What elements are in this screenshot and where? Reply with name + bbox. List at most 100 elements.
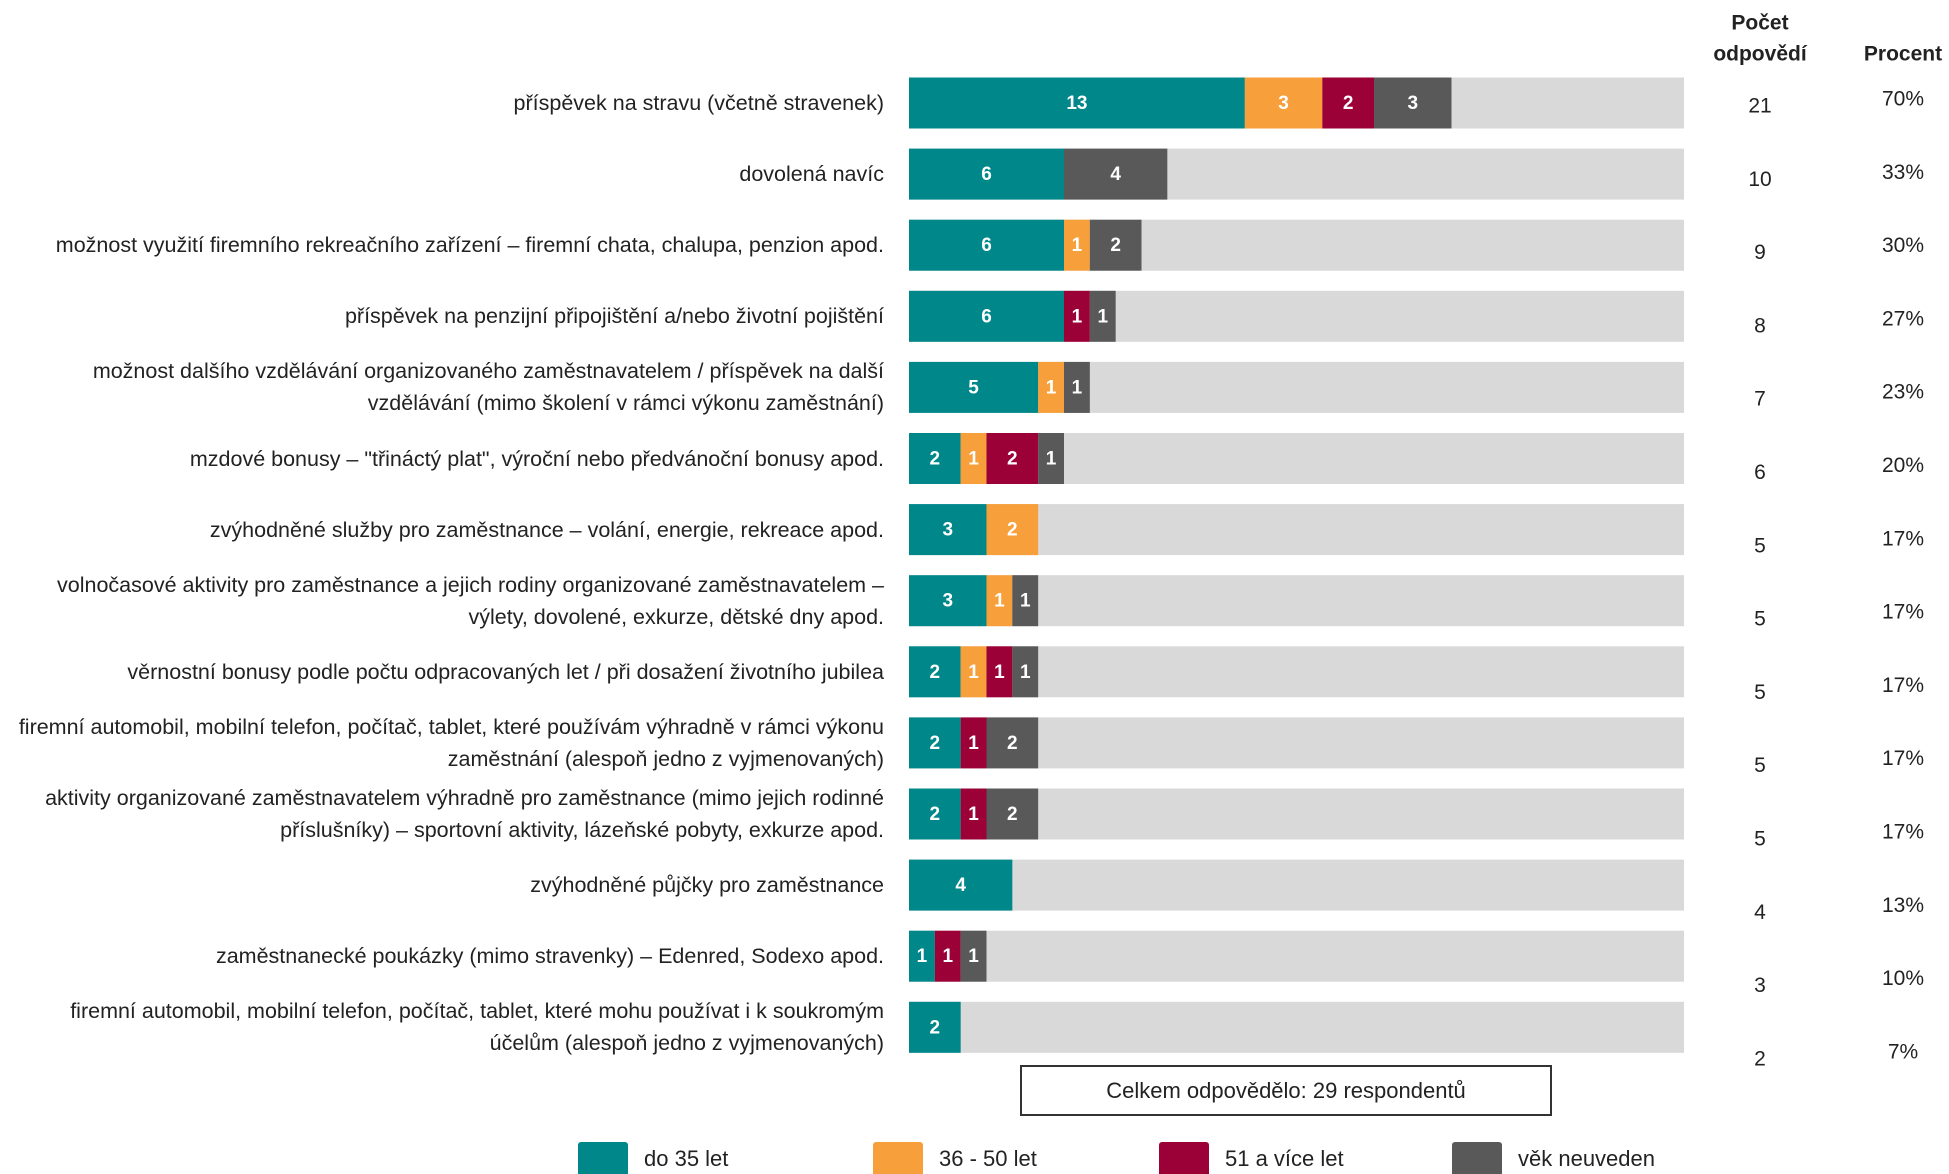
percent-value: 33% — [1882, 161, 1924, 184]
percent-value: 17% — [1882, 527, 1924, 550]
count-value: 4 — [1754, 901, 1766, 924]
segment-label: 5 — [968, 377, 979, 398]
segment-label: 1 — [994, 591, 1005, 612]
legend-swatch — [578, 1142, 628, 1174]
legend-label: věk neuveden — [1518, 1146, 1655, 1171]
count-header: odpovědí — [1713, 43, 1807, 66]
segment-label: 2 — [1343, 93, 1354, 114]
segment-label: 13 — [1066, 93, 1087, 114]
segment-label: 3 — [942, 591, 953, 612]
segment-label: 1 — [1072, 377, 1083, 398]
bar-segment — [1038, 433, 1064, 484]
bar-background — [909, 1001, 1684, 1053]
count-value: 3 — [1754, 974, 1766, 997]
bar-segment — [986, 788, 1039, 840]
segment-label: 2 — [1110, 235, 1121, 256]
count-value: 6 — [1754, 461, 1766, 484]
percent-value: 17% — [1882, 821, 1924, 844]
bar-segment — [960, 930, 987, 982]
count-value: 9 — [1754, 241, 1766, 264]
segment-label: 1 — [1020, 662, 1031, 683]
percent-value: 27% — [1882, 307, 1924, 330]
bar-segment — [1012, 646, 1039, 698]
percent-value: 17% — [1882, 674, 1924, 697]
segment-label: 3 — [1407, 93, 1418, 114]
percent-header: Procent — [1864, 43, 1942, 66]
bar-segment — [1064, 148, 1168, 200]
segment-label: 2 — [1007, 449, 1018, 470]
bar-segment — [909, 504, 987, 556]
percent-value: 70% — [1882, 88, 1924, 111]
category-label: volnočasové aktivity pro zaměstnance a j… — [57, 572, 884, 629]
legend-label: do 35 let — [644, 1146, 728, 1171]
count-value: 21 — [1748, 95, 1771, 118]
segment-label: 2 — [930, 733, 941, 754]
bar-segment — [909, 930, 935, 982]
segment-label: 1 — [917, 946, 928, 967]
bar-segment — [1064, 290, 1090, 342]
legend-swatch — [873, 1142, 923, 1174]
segment-label: 1 — [968, 449, 979, 470]
bar-segment — [1244, 77, 1323, 129]
segment-label: 1 — [968, 733, 979, 754]
segment-label: 4 — [1110, 164, 1121, 185]
bar-segment — [1089, 219, 1142, 271]
segment-label: 1 — [968, 804, 979, 825]
percent-value: 23% — [1882, 381, 1924, 404]
count-value: 8 — [1754, 314, 1766, 337]
segment-label: 4 — [955, 875, 966, 896]
segment-label: 2 — [1007, 520, 1018, 541]
category-label: věrnostní bonusy podle počtu odpracovaný… — [127, 659, 884, 684]
segment-label: 3 — [942, 520, 953, 541]
bar-segment — [986, 646, 1013, 698]
count-value: 5 — [1754, 534, 1766, 557]
bar-segment — [1012, 575, 1039, 627]
category-label: dovolená navíc — [739, 162, 884, 187]
segment-label: 1 — [1046, 449, 1057, 470]
segment-label: 6 — [981, 235, 992, 256]
bar-segment — [986, 717, 1039, 769]
legend-swatch — [1159, 1142, 1209, 1174]
category-label: příspěvek na penzijní připojištění a/neb… — [344, 304, 884, 329]
bar-segment — [909, 788, 961, 840]
count-value: 7 — [1754, 388, 1766, 411]
segment-label: 1 — [1097, 306, 1108, 327]
bar-segment — [909, 575, 987, 627]
bar-segment — [1064, 361, 1090, 413]
category-label: zvýhodněné služby pro zaměstnance – volá… — [209, 517, 884, 542]
segment-label: 3 — [1278, 93, 1289, 114]
percent-value: 20% — [1882, 454, 1924, 477]
bar-segment — [909, 717, 961, 769]
segment-label: 1 — [942, 946, 953, 967]
category-label: příspěvek na stravu (včetně stravenek) — [513, 91, 884, 115]
bar-segment — [909, 1001, 961, 1053]
count-header: Počet — [1731, 12, 1788, 35]
segment-label: 2 — [1007, 804, 1018, 825]
bar-segment — [960, 646, 987, 698]
segment-label: 2 — [930, 449, 941, 470]
bar-segment — [960, 717, 987, 769]
category-label: zaměstnanecké poukázky (mimo stravenky) … — [215, 944, 884, 969]
legend-label: 51 a více let — [1225, 1146, 1344, 1171]
legend-label: 36 - 50 let — [939, 1146, 1037, 1171]
bar-segment — [909, 148, 1064, 200]
bar-background — [909, 859, 1684, 911]
category-label: mzdové bonusy – "třináctý plat", výroční… — [189, 446, 884, 471]
segment-label: 6 — [981, 164, 992, 185]
count-value: 2 — [1754, 1047, 1766, 1070]
bar-segment — [909, 646, 961, 698]
segment-label: 2 — [930, 804, 941, 825]
category-label: aktivity organizované zaměstnavatelem vý… — [45, 786, 884, 842]
count-value: 10 — [1748, 168, 1771, 191]
segment-label: 2 — [930, 662, 941, 683]
bar-segment — [986, 504, 1039, 556]
count-value: 5 — [1754, 754, 1766, 777]
note-box — [1020, 1065, 1552, 1116]
count-value: 5 — [1754, 608, 1766, 631]
percent-value: 7% — [1888, 1040, 1918, 1063]
bar-segment — [909, 433, 961, 484]
bar-segment — [909, 361, 1039, 413]
segment-label: 1 — [1046, 377, 1057, 398]
